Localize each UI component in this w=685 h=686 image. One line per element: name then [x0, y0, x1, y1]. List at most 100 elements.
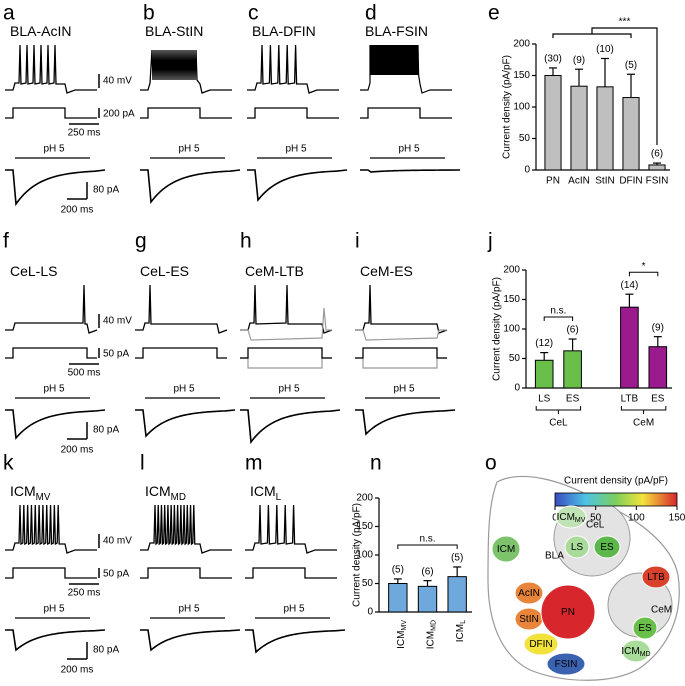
- acid-current-trace: [355, 409, 456, 436]
- significance-bracket: [397, 544, 458, 549]
- cell-type-node: [540, 584, 596, 640]
- cell-type-node: [621, 639, 651, 663]
- bar: [596, 86, 614, 171]
- stimulus-label: pH 5: [178, 604, 200, 615]
- node-label: LTB: [647, 572, 665, 583]
- bar: [447, 576, 467, 613]
- node-label: ES: [638, 623, 652, 634]
- bar: [417, 585, 438, 613]
- y-tick-label: 100: [513, 102, 530, 113]
- y-tick-label: 50: [519, 133, 531, 144]
- node-label: ES: [600, 542, 614, 553]
- acid-current-trace: [360, 169, 461, 173]
- current-step: [5, 107, 97, 119]
- x-tick-label: ES: [566, 394, 580, 405]
- cell-type-node: [641, 565, 671, 589]
- voltage-trace: [240, 284, 333, 334]
- node-label: ICMMD: [621, 646, 650, 659]
- x-tick-label: AcIN: [568, 176, 590, 187]
- node-label-main: AcIN: [518, 588, 540, 599]
- bar: [620, 306, 639, 389]
- significance-bracket: [543, 316, 574, 322]
- acid-current-trace: [247, 169, 348, 202]
- y-axis-label: Current density (pA/pF): [352, 503, 363, 607]
- trace-title-main: CeL-LS: [10, 263, 57, 279]
- y-tick-label: 200: [513, 39, 530, 50]
- x-tick-label: FSIN: [646, 176, 669, 187]
- significance-label: ***: [619, 17, 631, 28]
- node-label-main: ICM: [557, 512, 575, 523]
- node-label-main: DFIN: [529, 639, 552, 650]
- stimulus-label: pH 5: [43, 604, 65, 615]
- cell-type-node: [593, 535, 621, 559]
- panel-letter: c: [248, 2, 259, 25]
- node-label-sub: MD: [640, 651, 651, 658]
- current-step: [360, 107, 452, 119]
- current-step: [140, 107, 232, 119]
- significance-label: n.s.: [550, 306, 566, 317]
- acid-current-trace: [240, 409, 341, 445]
- trace-title: BLA-DFIN: [252, 23, 316, 39]
- x-tick-label-main: ICM: [425, 631, 436, 649]
- scale-label: 80 pA: [93, 185, 119, 196]
- scale-label: 40 mV: [103, 76, 132, 87]
- scale-label: 250 ms: [68, 128, 101, 139]
- x-tick-label: ICML: [455, 620, 468, 642]
- bar: [648, 164, 666, 171]
- n-label: (6): [566, 325, 578, 336]
- y-tick-label: 100: [356, 550, 373, 561]
- n-label: (10): [596, 44, 614, 55]
- trace-title-sub: MV: [36, 492, 51, 503]
- y-tick-label: 150: [356, 521, 373, 532]
- trace-title: BLA-StIN: [145, 23, 203, 39]
- stimulus-label: pH 5: [283, 604, 305, 615]
- n-label: (9): [573, 55, 585, 66]
- trace-title-main: BLA-StIN: [145, 23, 203, 39]
- n-label: (9): [652, 322, 664, 333]
- x-tick-label: DFIN: [619, 176, 642, 187]
- significance-label: n.s.: [419, 534, 435, 545]
- y-tick-label: 0: [524, 165, 530, 176]
- y-tick-label: 200: [356, 493, 373, 504]
- trace-title: ICML: [250, 483, 282, 503]
- panel-letter: n: [370, 452, 382, 475]
- bar: [563, 350, 582, 389]
- node-label-main: ICM: [621, 646, 639, 657]
- n-label: (30): [544, 54, 562, 65]
- node-label-main: LTB: [647, 572, 665, 583]
- panel-letter: k: [3, 452, 14, 475]
- acid-current-trace: [135, 409, 236, 438]
- acid-current-trace: [140, 629, 241, 652]
- bar: [544, 75, 562, 171]
- n-label: (5): [625, 60, 637, 71]
- trace-title: ICMMV: [10, 483, 51, 503]
- hyperpolarized-trace: [240, 307, 332, 341]
- panel-letter: e: [488, 2, 500, 25]
- current-step: [5, 347, 97, 359]
- acid-current-trace: [5, 169, 106, 207]
- trace-title: BLA-AcIN: [10, 23, 71, 39]
- node-label-main: PN: [561, 607, 575, 618]
- colorbar-tick-label: 50: [590, 513, 602, 524]
- colorbar: [554, 492, 678, 507]
- trace-title-sub: MD: [171, 492, 186, 503]
- region-label: CeL: [586, 520, 605, 531]
- voltage-trace: [5, 284, 98, 334]
- x-tick-label: ICMMV: [395, 620, 408, 649]
- x-tick-label: LTB: [621, 394, 639, 405]
- x-tick-label-sub: MV: [401, 620, 408, 631]
- scale-label: 80 pA: [93, 425, 119, 436]
- panel-letter: g: [135, 230, 147, 253]
- trace-title-main: CeM-LTB: [245, 263, 304, 279]
- bar: [388, 583, 408, 613]
- voltage-trace: [135, 284, 228, 334]
- n-label: (12): [535, 338, 553, 349]
- voltage-trace: [360, 44, 452, 94]
- node-label: LS: [571, 542, 584, 553]
- n-label: (6): [421, 566, 433, 577]
- panel-letter: l: [140, 452, 145, 475]
- y-tick-label: 200: [503, 265, 520, 276]
- bar: [534, 359, 554, 389]
- trace-title: BLA-FSIN: [365, 23, 428, 39]
- trace-title-main: ICM: [250, 483, 276, 499]
